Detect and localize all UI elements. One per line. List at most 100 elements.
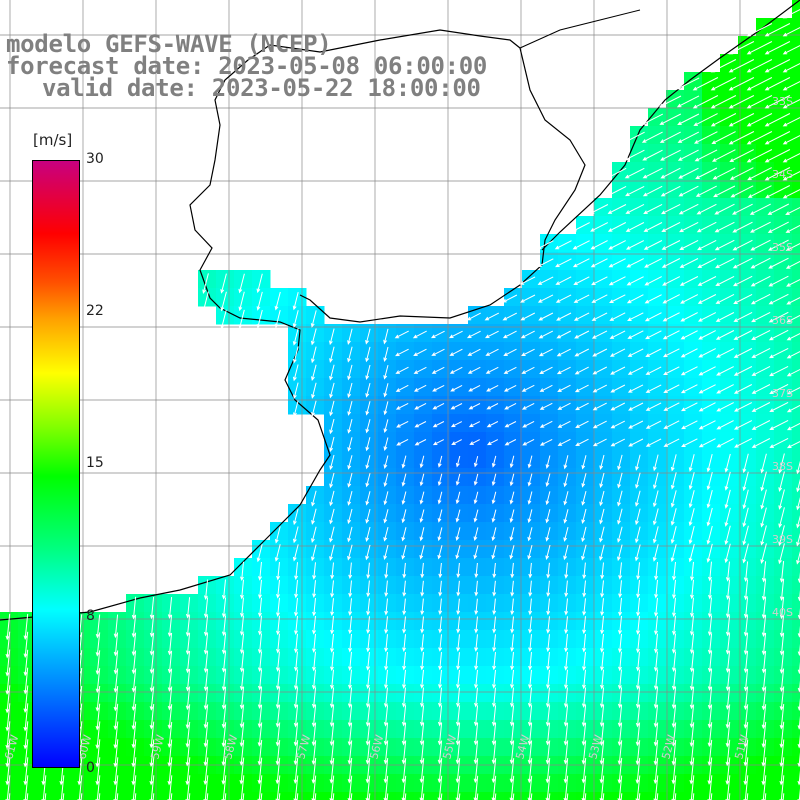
wind-arrow [257,651,263,673]
wind-arrow [275,757,281,785]
wind-arrow [203,722,209,748]
wind-arrow [330,598,335,617]
wind-arrow [383,758,389,784]
wind-arrow [296,793,299,800]
wind-arrow [671,704,677,728]
wind-arrow [679,221,699,233]
wind-arrow [706,525,713,545]
wind-arrow [347,490,353,506]
wind-arrow [725,775,731,800]
wind-arrow [779,650,785,674]
wind-arrow [779,775,785,800]
wind-arrow [527,473,533,487]
wind-arrow [779,757,785,786]
wind-arrow [113,650,119,675]
wind-arrow [782,80,800,91]
wind-arrow [725,739,731,767]
wind-arrow [492,634,497,652]
wind-arrow [786,278,800,287]
wind-arrow [536,240,554,250]
wind-arrow [714,239,735,251]
wind-arrow [221,704,227,729]
wind-arrow [636,597,641,617]
wind-arrow [294,597,299,617]
wind-arrow [330,616,335,635]
wind-arrow [167,686,173,711]
wind-arrow [725,722,731,748]
wind-arrow [131,686,137,712]
wind-arrow [491,545,497,560]
wind-arrow [725,597,731,619]
wind-arrow [581,544,587,561]
wind-arrow [743,704,749,729]
wind-arrow [420,562,425,579]
wind-arrow [5,667,11,695]
wind-arrow [761,632,767,656]
wind-arrow [733,402,753,412]
wind-arrow [347,418,353,434]
wind-arrow [663,402,680,411]
coastline [0,29,586,621]
wind-arrow [365,722,371,746]
wind-arrow [537,258,554,268]
wind-arrow [527,705,533,727]
wind-arrow [329,740,335,765]
wind-arrow [725,651,731,673]
wind-arrow [203,668,209,692]
wind-arrow [293,382,299,400]
wind-arrow [546,562,551,579]
wind-arrow [743,597,749,619]
wind-arrow [572,240,590,250]
wind-cell [792,0,800,19]
wind-arrow [581,775,587,800]
wind-arrow [485,366,499,374]
wind-arrow [724,525,731,546]
wind-arrow [329,704,335,728]
wind-arrow [404,793,407,800]
wind-arrow [484,312,500,321]
wind-arrow [582,580,587,598]
wind-arrow [710,113,737,127]
wind-arrow [491,722,497,746]
longitude-label: 55W [440,733,459,761]
wind-arrow [383,740,389,765]
wind-arrow [743,615,749,637]
wind-arrow [760,507,767,528]
wind-arrow [659,131,681,143]
wind-arrow [419,545,425,560]
wind-arrow [401,455,407,469]
wind-cell [792,324,800,343]
wind-arrow [383,383,389,398]
wind-arrow [456,562,461,579]
wind-arrow [696,203,717,215]
wind-arrow [671,687,677,710]
wind-arrow [455,758,461,784]
wind-arrow [661,240,681,250]
wind-arrow [581,740,587,765]
wind-arrow [203,597,209,619]
wind-arrow [697,312,717,322]
wind-cell [792,720,800,739]
wind-arrow [733,384,753,394]
wind-arrow [474,652,479,671]
wind-arrow [670,472,677,490]
wind-arrow [782,116,800,127]
wind-arrow [348,669,352,690]
wind-arrow [402,616,407,634]
wind-arrow [644,258,663,268]
wind-arrow [347,437,353,452]
wind-arrow [676,77,700,90]
wind-arrow [778,525,785,547]
wind-arrow [347,364,353,381]
wind-arrow [627,384,644,393]
wind-arrow [582,634,587,653]
colorbar-unit: [m/s] [33,131,73,149]
wind-arrow [625,185,645,197]
wind-arrow [256,309,263,329]
wind-arrow [728,793,731,800]
wind-arrow [365,328,371,345]
wind-arrow [149,632,155,656]
wind-arrow [750,239,771,251]
wind-arrow [221,686,227,710]
wind-arrow [743,650,749,674]
